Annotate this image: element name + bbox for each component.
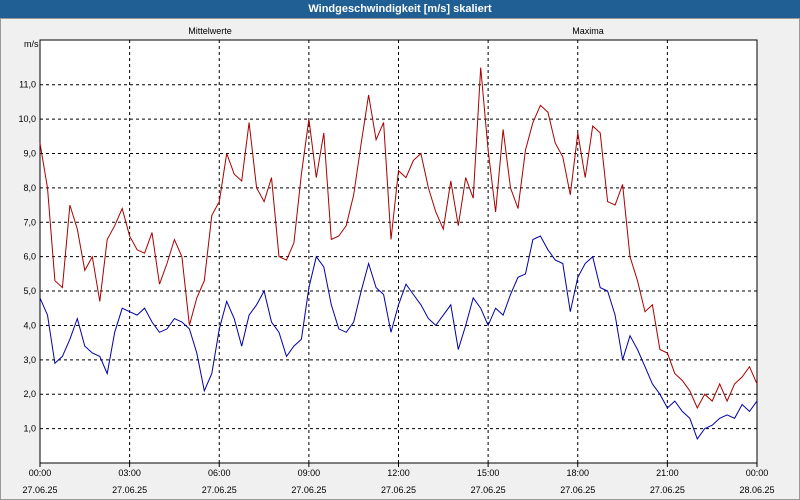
- x-tick-date: 27.06.25: [112, 485, 147, 495]
- x-tick-date: 27.06.25: [202, 485, 237, 495]
- x-tick-time: 15:00: [477, 468, 500, 478]
- y-tick-label: 5,0: [23, 286, 36, 296]
- y-tick-label: 2,0: [23, 389, 36, 399]
- axis-ticks: 1,0 2,0 3,0 4,0 5,0 6,0 7,0 8,0 9,0 10,0 11,0 00:00…: [18, 80, 774, 495]
- x-tick-time: 21:00: [656, 468, 679, 478]
- x-tick-time: 06:00: [208, 468, 231, 478]
- y-tick-label: 7,0: [23, 217, 36, 227]
- y-tick-label: 1,0: [23, 424, 36, 434]
- x-tick-time: 00:00: [746, 468, 769, 478]
- x-tick-date: 27.06.25: [560, 485, 595, 495]
- y-tick-label: 3,0: [23, 355, 36, 365]
- y-tick-label: 6,0: [23, 252, 36, 262]
- y-tick-label: 8,0: [23, 183, 36, 193]
- series-lines: [39, 67, 758, 440]
- legend-maxima: Maxima: [572, 26, 604, 36]
- chart-title: Windgeschwindigkeit [m/s] skaliert: [0, 0, 800, 18]
- x-tick-date: 27.06.25: [471, 485, 506, 495]
- x-tick-date: 27.06.25: [22, 485, 57, 495]
- x-tick-time: 12:00: [387, 468, 410, 478]
- x-tick-time: 09:00: [298, 468, 321, 478]
- series-line-maxima: [39, 67, 758, 410]
- x-tick-time: 18:00: [566, 468, 589, 478]
- y-tick-label: 4,0: [23, 320, 36, 330]
- y-tick-label: 11,0: [19, 80, 36, 90]
- x-tick-date: 27.06.25: [291, 485, 326, 495]
- y-tick-label: 10,0: [18, 114, 36, 124]
- y-tick-label: 9,0: [23, 148, 36, 158]
- x-tick-time: 03:00: [118, 468, 141, 478]
- grid-lines: [40, 40, 757, 463]
- y-axis-unit-label: m/s: [24, 39, 39, 49]
- x-tick-date: 27.06.25: [650, 485, 685, 495]
- x-tick-date: 27.06.25: [381, 485, 416, 495]
- series-line-mittelwerte: [39, 235, 758, 440]
- legend-mittelwerte: Mittelwerte: [188, 26, 232, 36]
- x-tick-date: 28.06.25: [739, 485, 774, 495]
- x-tick-time: 00:00: [29, 468, 52, 478]
